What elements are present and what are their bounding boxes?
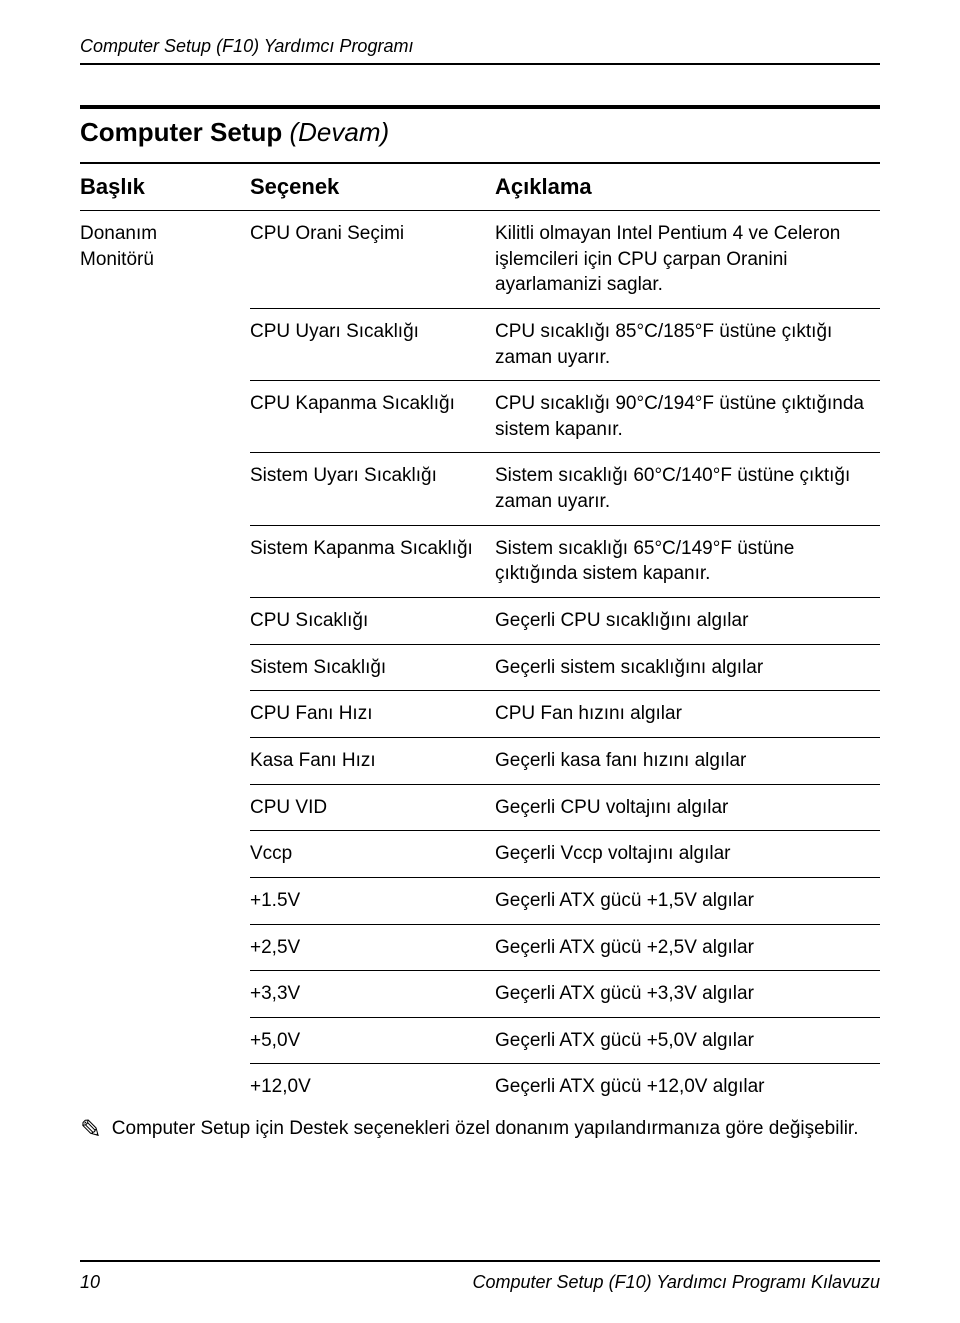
- settings-table: Başlık Seçenek Açıklama Donanım Monitörü…: [80, 164, 880, 1110]
- row-heading-cell: Donanım Monitörü: [80, 211, 250, 1111]
- option-cell: +3,3V: [250, 971, 495, 1018]
- option-cell: CPU Orani Seçimi: [250, 211, 495, 309]
- option-cell: CPU Kapanma Sıcaklığı: [250, 381, 495, 453]
- note-text: Computer Setup için Destek seçenekleri ö…: [112, 1116, 859, 1142]
- description-cell: CPU sıcaklığı 90°C/194°F üstüne çıktığın…: [495, 381, 880, 453]
- option-cell: Kasa Fanı Hızı: [250, 737, 495, 784]
- section-title: Computer Setup (Devam): [80, 117, 880, 148]
- document-page: Computer Setup (F10) Yardımcı Programı C…: [0, 0, 960, 1323]
- description-cell: Sistem sıcaklığı 65°C/149°F üstüne çıktı…: [495, 525, 880, 597]
- description-cell: Geçerli kasa fanı hızını algılar: [495, 737, 880, 784]
- option-cell: CPU Fanı Hızı: [250, 691, 495, 738]
- note-icon: ✎: [80, 1116, 102, 1142]
- description-cell: Geçerli ATX gücü +12,0V algılar: [495, 1064, 880, 1110]
- description-cell: Geçerli CPU voltajını algılar: [495, 784, 880, 831]
- footer-rule: [80, 1260, 880, 1262]
- option-cell: CPU VID: [250, 784, 495, 831]
- section-title-suffix: (Devam): [289, 117, 389, 147]
- description-cell: Geçerli CPU sıcaklığını algılar: [495, 598, 880, 645]
- description-cell: Geçerli Vccp voltajını algılar: [495, 831, 880, 878]
- description-cell: CPU Fan hızını algılar: [495, 691, 880, 738]
- column-header-option: Seçenek: [250, 164, 495, 211]
- option-cell: Sistem Uyarı Sıcaklığı: [250, 453, 495, 525]
- section-title-main: Computer Setup: [80, 117, 282, 147]
- note-row: ✎ Computer Setup için Destek seçenekleri…: [80, 1116, 880, 1142]
- option-cell: +2,5V: [250, 924, 495, 971]
- description-cell: CPU sıcaklığı 85°C/185°F üstüne çıktığı …: [495, 308, 880, 380]
- section-top-rule: [80, 105, 880, 109]
- description-cell: Geçerli ATX gücü +3,3V algılar: [495, 971, 880, 1018]
- option-cell: Vccp: [250, 831, 495, 878]
- running-head: Computer Setup (F10) Yardımcı Programı: [80, 36, 880, 57]
- option-cell: +5,0V: [250, 1017, 495, 1064]
- header-rule: [80, 63, 880, 65]
- page-number: 10: [80, 1272, 100, 1293]
- option-cell: CPU Sıcaklığı: [250, 598, 495, 645]
- description-cell: Sistem sıcaklığı 60°C/140°F üstüne çıktı…: [495, 453, 880, 525]
- table-row: Donanım Monitörü CPU Orani Seçimi Kilitl…: [80, 211, 880, 309]
- description-cell: Kilitli olmayan Intel Pentium 4 ve Celer…: [495, 211, 880, 309]
- description-cell: Geçerli ATX gücü +1,5V algılar: [495, 877, 880, 924]
- option-cell: Sistem Kapanma Sıcaklığı: [250, 525, 495, 597]
- description-cell: Geçerli ATX gücü +2,5V algılar: [495, 924, 880, 971]
- option-cell: CPU Uyarı Sıcaklığı: [250, 308, 495, 380]
- column-header-heading: Başlık: [80, 164, 250, 211]
- option-cell: Sistem Sıcaklığı: [250, 644, 495, 691]
- column-header-description: Açıklama: [495, 164, 880, 211]
- guide-title: Computer Setup (F10) Yardımcı Programı K…: [473, 1272, 881, 1293]
- option-cell: +1.5V: [250, 877, 495, 924]
- description-cell: Geçerli ATX gücü +5,0V algılar: [495, 1017, 880, 1064]
- page-footer: 10 Computer Setup (F10) Yardımcı Program…: [80, 1260, 880, 1293]
- description-cell: Geçerli sistem sıcaklığını algılar: [495, 644, 880, 691]
- option-cell: +12,0V: [250, 1064, 495, 1110]
- table-header-row: Başlık Seçenek Açıklama: [80, 164, 880, 211]
